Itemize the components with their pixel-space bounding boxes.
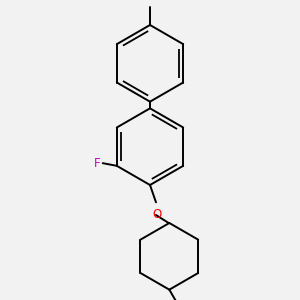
Text: O: O: [153, 208, 162, 221]
Text: F: F: [94, 157, 101, 170]
